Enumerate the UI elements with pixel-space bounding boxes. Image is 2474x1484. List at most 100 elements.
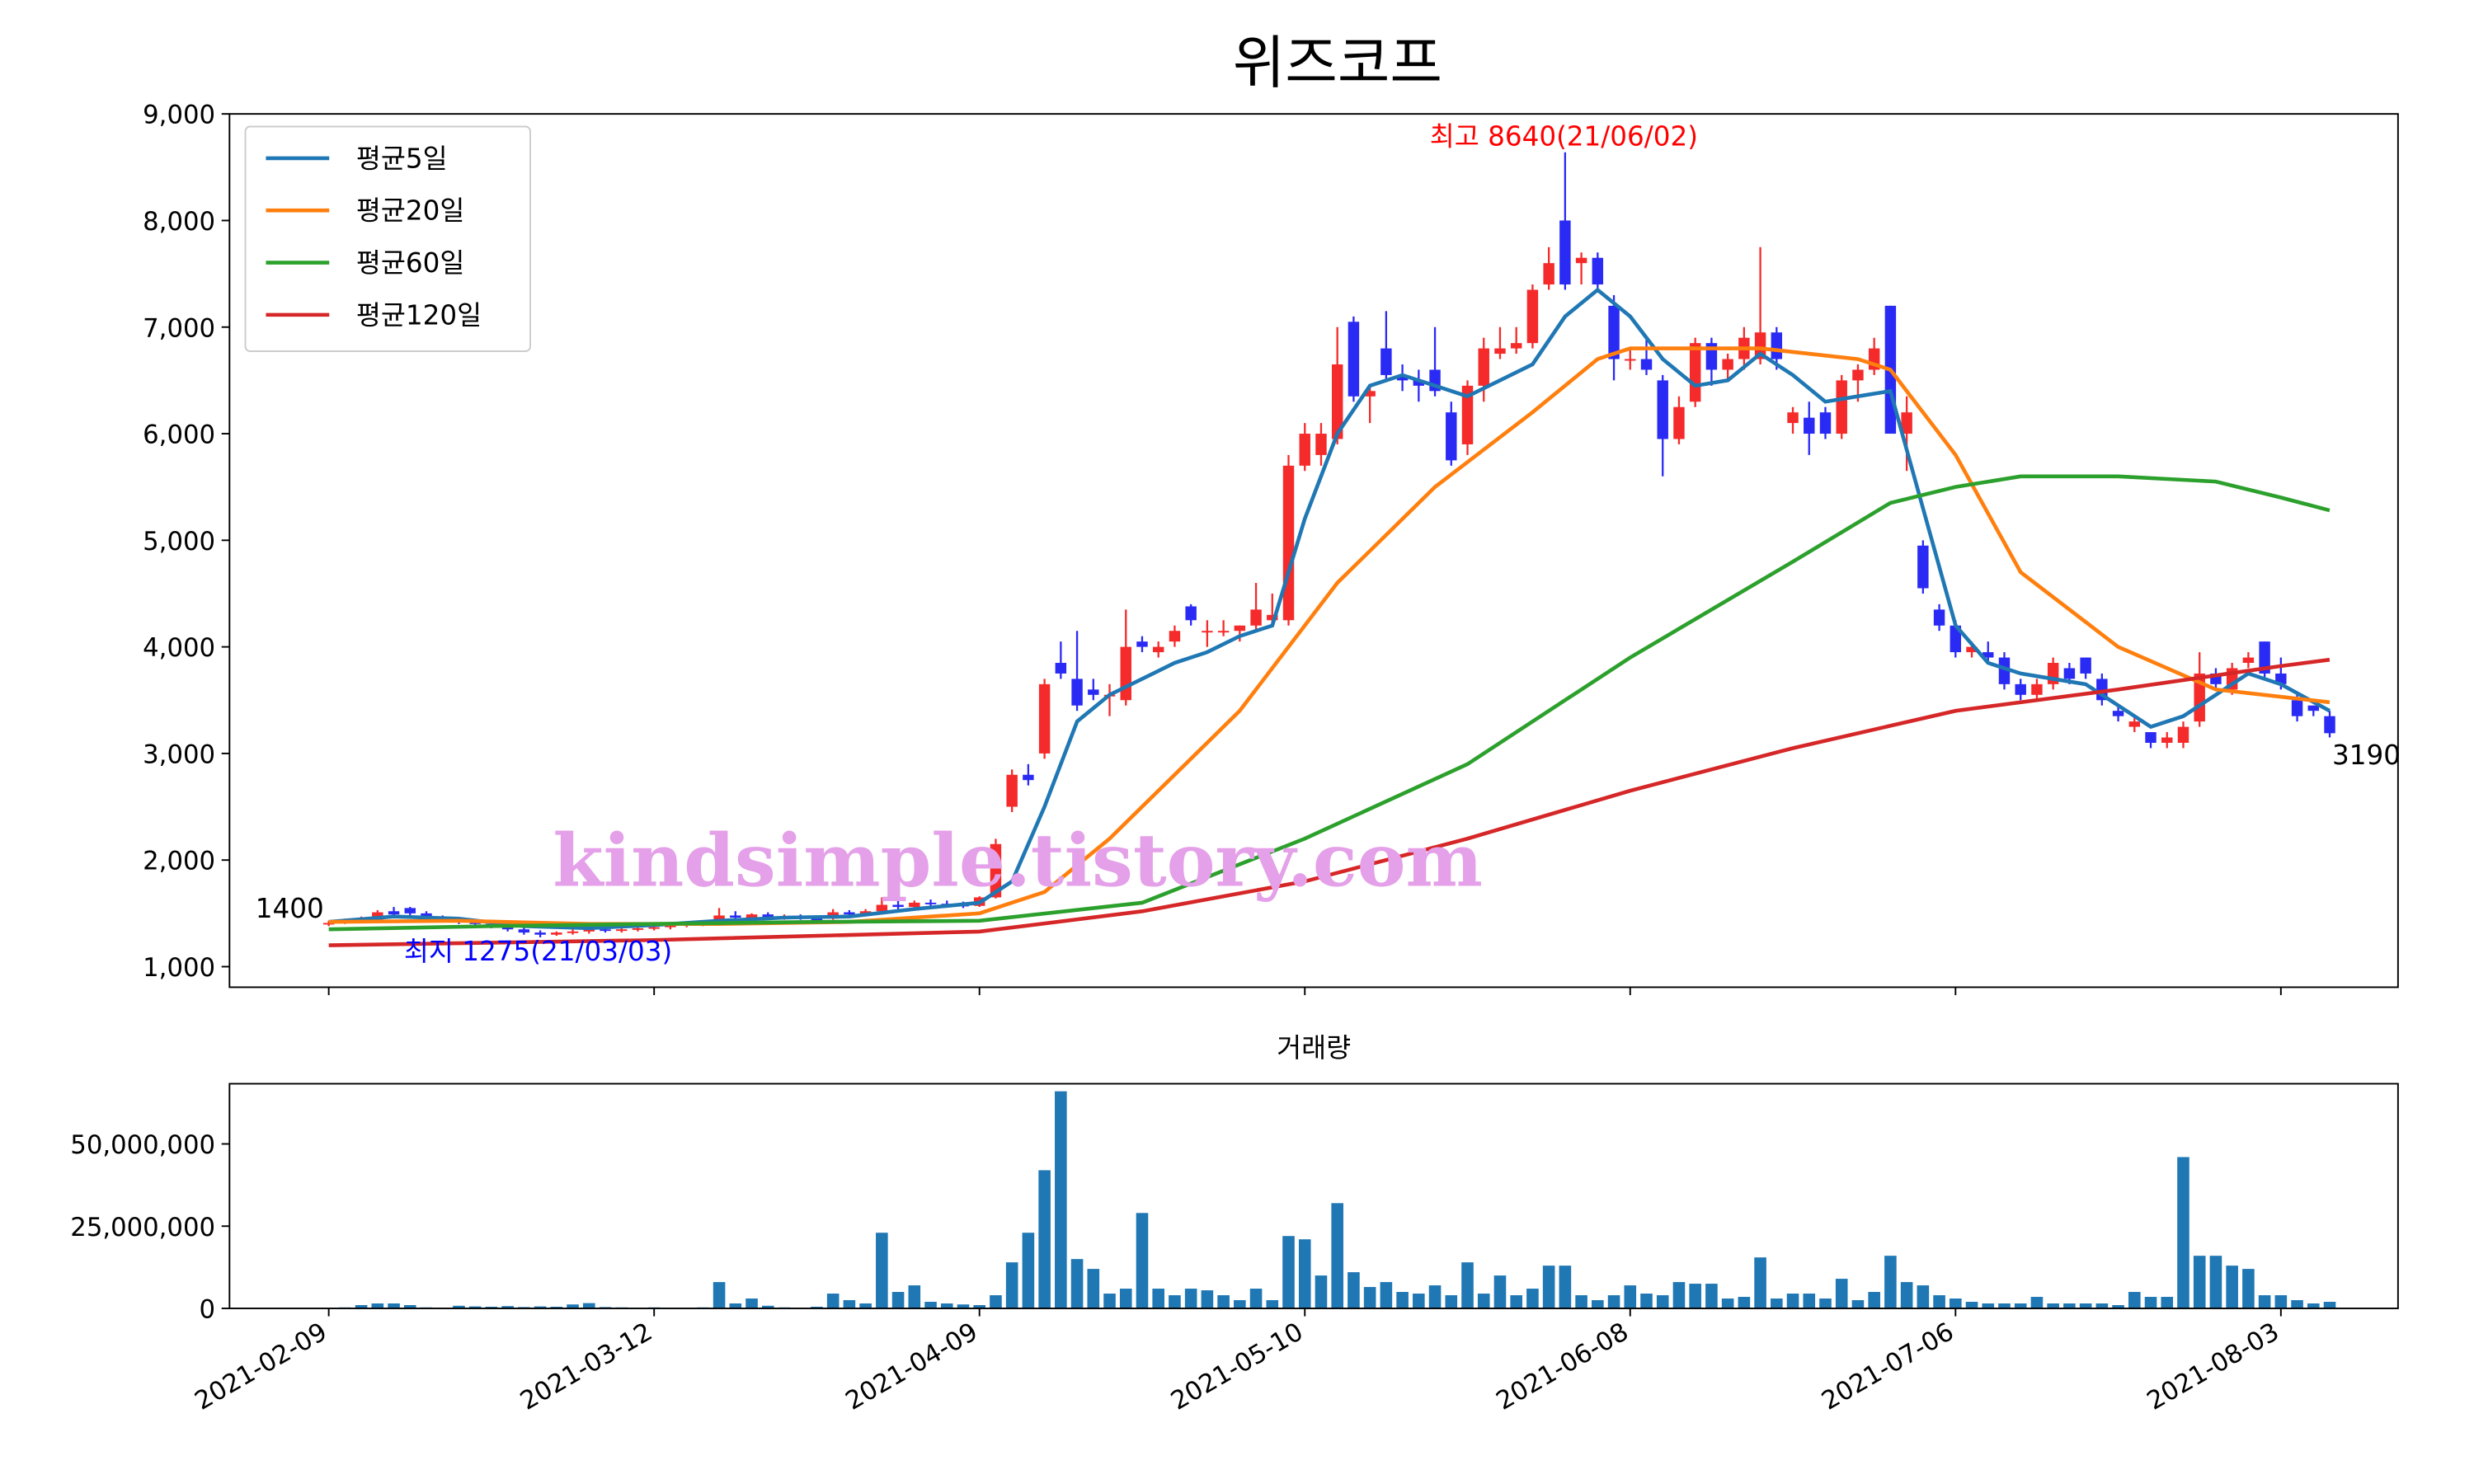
volume-bar	[2161, 1297, 2174, 1308]
candle-body	[1494, 348, 1506, 355]
candle-body	[551, 932, 562, 935]
legend-label: 평균120일	[356, 299, 482, 331]
candle-body	[322, 923, 335, 925]
volume-bar	[2144, 1297, 2157, 1308]
candle-body	[1120, 646, 1131, 701]
ma-line	[328, 287, 2331, 931]
y-tick-label: 2,000	[143, 848, 215, 876]
volume-bar	[2112, 1305, 2124, 1308]
plot-frame	[228, 1082, 2399, 1309]
candle-body	[2015, 683, 2026, 695]
volume-bar	[1607, 1295, 1620, 1308]
volume-bar	[2242, 1269, 2255, 1308]
volume-bar	[990, 1295, 1002, 1308]
volume-bar	[1672, 1282, 1686, 1308]
candle-body	[1023, 774, 1034, 781]
volume-bar	[729, 1303, 742, 1308]
candle-body	[1543, 263, 1554, 285]
candle-body	[1071, 679, 1083, 706]
candle-body	[1185, 606, 1197, 621]
candle-body	[1982, 652, 1994, 658]
candle-body	[567, 931, 579, 933]
volume-bar	[1689, 1284, 1701, 1308]
candle-body	[1315, 434, 1327, 455]
candle-body	[745, 914, 758, 918]
y-tick-label: 50,000,000	[70, 1131, 215, 1160]
candle-body	[648, 927, 660, 929]
candle-body	[730, 915, 741, 918]
candle-body	[1526, 289, 1539, 344]
volume-bar	[1526, 1289, 1539, 1308]
candle-body	[1673, 406, 1685, 439]
volume-bar	[1510, 1295, 1522, 1308]
volume-bar	[1103, 1294, 1116, 1308]
volume-bar	[567, 1304, 579, 1308]
volume-bar	[1266, 1300, 1279, 1308]
candle-body	[1152, 646, 1164, 653]
volume-bar	[2193, 1256, 2206, 1308]
volume-bar	[1738, 1297, 1751, 1308]
volume-bar	[924, 1302, 937, 1308]
volume-bar	[2079, 1303, 2092, 1308]
annotation: 1400	[256, 893, 324, 924]
volume-bar	[1900, 1282, 1913, 1308]
volume-bar	[1136, 1213, 1149, 1308]
legend-label: 평균20일	[356, 195, 465, 227]
volume-bar	[388, 1303, 400, 1308]
volume-bar	[1705, 1284, 1718, 1308]
volume-bar	[1201, 1290, 1214, 1308]
y-tick-label: 1,000	[143, 954, 215, 983]
volume-bar	[826, 1294, 840, 1308]
volume-bar	[2209, 1256, 2222, 1308]
candle-body	[1722, 359, 1733, 370]
candle-body	[1836, 380, 1847, 434]
volume-bar	[2063, 1303, 2076, 1308]
volume-bar	[1721, 1298, 1734, 1308]
volume-bar	[1249, 1289, 1263, 1308]
volume-bar	[761, 1305, 774, 1308]
volume-bar	[582, 1303, 595, 1308]
volume-bar	[1217, 1295, 1230, 1308]
volume-bar	[1656, 1295, 1669, 1308]
candle-body	[1754, 332, 1766, 359]
candle-body	[1348, 322, 1360, 397]
volume-bar	[1640, 1294, 1653, 1308]
ma-line	[328, 474, 2331, 932]
y-tick-label: 4,000	[143, 634, 215, 663]
candle-body	[1202, 631, 1213, 633]
legend-box	[244, 125, 531, 352]
candle-body	[1364, 391, 1376, 397]
candle-body	[1282, 465, 1295, 621]
legend-label: 평균60일	[356, 247, 465, 279]
candle-body	[534, 932, 546, 935]
candle-body	[1217, 631, 1230, 633]
candle-body	[876, 904, 888, 912]
candle-body	[844, 912, 855, 915]
y-tick-label: 6,000	[143, 421, 215, 450]
candle-body	[1446, 412, 1457, 461]
volume-bar	[2307, 1303, 2320, 1308]
candle-body	[1901, 412, 1912, 434]
candle-body	[1413, 380, 1425, 386]
volume-bar	[1348, 1272, 1360, 1308]
candle-body	[1657, 380, 1668, 439]
candle-body	[1966, 646, 1978, 653]
volume-bar	[453, 1305, 465, 1308]
volume-bar	[2047, 1303, 2059, 1308]
volume-bar	[2030, 1297, 2044, 1308]
volume-bar	[1998, 1303, 2011, 1308]
volume-bar	[2258, 1295, 2271, 1308]
volume-bar	[1575, 1295, 1587, 1308]
candle-body	[2242, 657, 2255, 664]
volume-bar	[1917, 1285, 1930, 1308]
candle-body	[909, 902, 920, 908]
candle-body	[1998, 657, 2011, 684]
candle-body	[762, 914, 774, 918]
candle-body	[1933, 609, 1945, 626]
y-tick-label: 3,000	[143, 740, 215, 769]
volume-bar	[940, 1303, 953, 1308]
